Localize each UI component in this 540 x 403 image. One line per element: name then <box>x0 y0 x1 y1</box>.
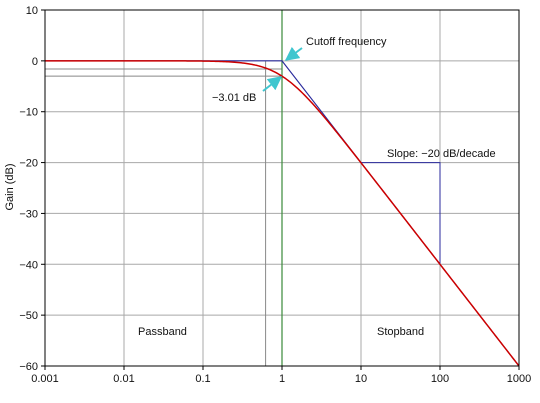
x-tick-label: 0.001 <box>31 373 59 385</box>
x-tick-label: 10 <box>355 373 367 385</box>
x-tick-label: 0.01 <box>113 373 134 385</box>
x-tick-label: 0.1 <box>195 373 210 385</box>
x-tick-label: 1000 <box>507 373 531 385</box>
y-tick-label: −40 <box>19 259 38 271</box>
y-axis-title: Gain (dB) <box>4 163 16 210</box>
y-tick-label: 10 <box>26 5 38 17</box>
x-tick-label: 100 <box>431 373 449 385</box>
slope-label: Slope: −20 dB/decade <box>387 148 496 160</box>
reference-lines <box>45 10 441 366</box>
y-tick-label: −20 <box>19 158 38 170</box>
x-tick-label: 1 <box>279 373 285 385</box>
slope-guide-line <box>361 162 441 265</box>
y-tick-label: −10 <box>19 107 38 119</box>
cutoff-arrow <box>284 46 303 61</box>
y-tick-label: −30 <box>19 208 38 220</box>
db3-arrow <box>262 76 283 92</box>
stopband-label: Stopband <box>377 326 424 338</box>
y-tick-label: −60 <box>19 361 38 373</box>
annotations: Cutoff frequency −3.01 dB Slope: −20 dB/de… <box>138 36 496 338</box>
y-tick-label: 0 <box>32 56 38 68</box>
passband-label: Passband <box>138 326 187 338</box>
cutoff-frequency-label: Cutoff frequency <box>306 36 387 48</box>
y-tick-label: −50 <box>19 310 38 322</box>
axes: 0.001 0.01 0.1 1 10 100 1000100−10−20−30−40−50… <box>19 5 531 385</box>
db3-label: −3.01 dB <box>212 92 256 104</box>
